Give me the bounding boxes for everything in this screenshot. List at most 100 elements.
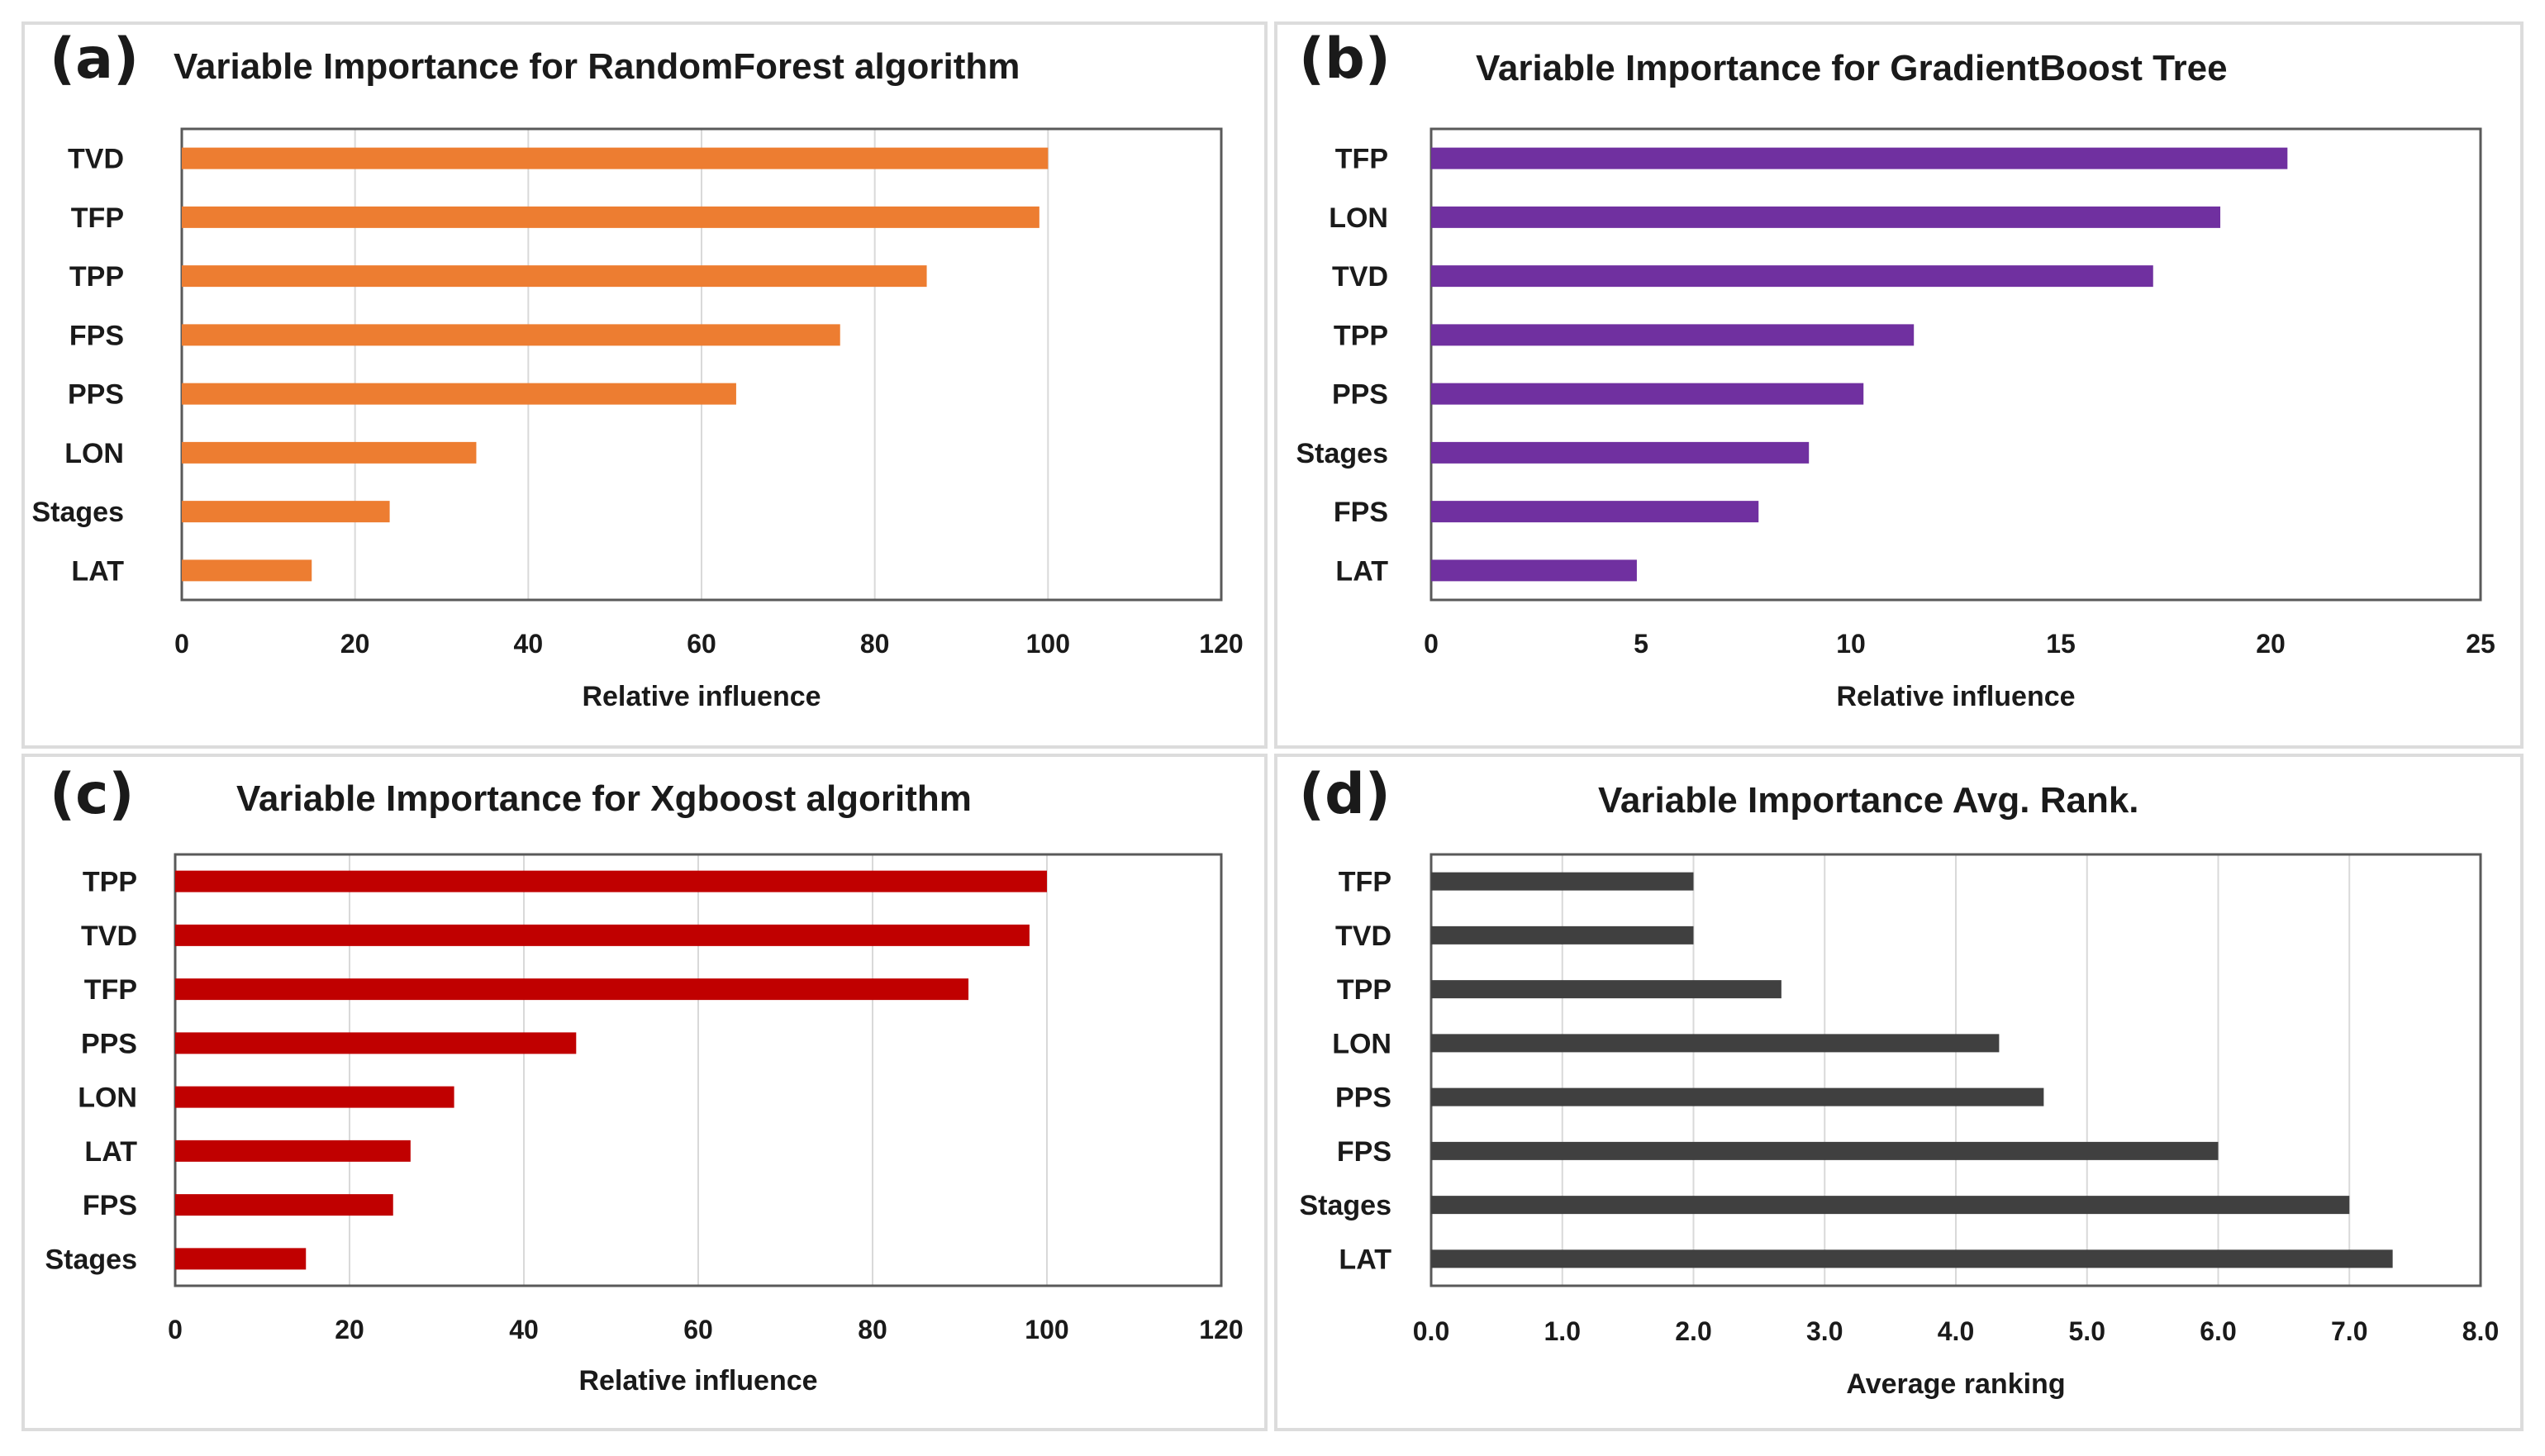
tick-label: 5 (1634, 629, 1648, 659)
bar (1431, 872, 1694, 891)
x-axis-label: Relative influence (578, 1365, 817, 1397)
category-label: TFP (1339, 867, 1391, 898)
category-label: TVD (81, 921, 137, 952)
plot-area (180, 127, 1223, 602)
chart-panel-a: (a) Variable Importance for RandomForest… (21, 21, 1268, 749)
category-label: LAT (1339, 1244, 1391, 1275)
tick-label: 80 (858, 1315, 887, 1344)
category-label: TVD (1332, 261, 1388, 293)
bar (1431, 1087, 2044, 1106)
bar (175, 1086, 454, 1108)
category-label: TPP (69, 261, 124, 293)
bar (175, 978, 969, 1001)
plot-area (1429, 127, 2482, 602)
bar (1431, 147, 2288, 169)
tick-label: 40 (514, 629, 544, 659)
category-label: LAT (71, 555, 124, 587)
tick-label: 5.0 (2069, 1316, 2105, 1346)
category-label: FPS (1337, 1136, 1391, 1168)
x-axis-label: Relative influence (582, 681, 821, 712)
bar (1431, 559, 1637, 582)
category-label: FPS (69, 320, 124, 351)
tick-label: 120 (1199, 1315, 1243, 1344)
category-label: TPP (1337, 974, 1391, 1006)
chart-title: Variable Importance Avg. Rank. (1598, 780, 2139, 821)
bar (175, 924, 1030, 946)
tick-label: 0.0 (1413, 1316, 1449, 1346)
chart-panel-c: (c) Variable Importance for Xgboost algo… (21, 754, 1268, 1431)
category-label: TVD (68, 144, 124, 175)
x-axis-label: Average ranking (1846, 1368, 2065, 1400)
bar (175, 1248, 307, 1270)
tick-label: 40 (509, 1315, 539, 1344)
bar (1431, 501, 1759, 523)
tick-label: 8.0 (2462, 1316, 2499, 1346)
tick-label: 0 (168, 1315, 183, 1344)
tick-label: 7.0 (2331, 1316, 2367, 1346)
tick-label: 100 (1025, 1315, 1068, 1344)
category-label: TPP (83, 867, 137, 898)
category-label: LAT (84, 1136, 137, 1168)
bar (1431, 1249, 2393, 1268)
category-label: FPS (1334, 497, 1388, 528)
tick-label: 4.0 (1938, 1316, 1974, 1346)
category-label: TFP (84, 974, 137, 1006)
panel-label: (a) (50, 26, 140, 92)
tick-label: 0 (1424, 629, 1439, 659)
bar (182, 147, 1049, 169)
bar (182, 206, 1039, 228)
category-label: Stages (32, 497, 125, 528)
category-label: Stages (45, 1244, 138, 1275)
bar (1431, 265, 2153, 288)
tick-label: 60 (687, 629, 716, 659)
plot-area (174, 853, 1223, 1287)
chart-panel-b: (b) Variable Importance for GradientBoos… (1274, 21, 2524, 749)
bar (182, 441, 477, 464)
panel-label: (d) (1299, 762, 1391, 827)
tick-label: 10 (1836, 629, 1866, 659)
category-label: Stages (1300, 1190, 1392, 1221)
bar (175, 1194, 393, 1216)
chart-title: Variable Importance for GradientBoost Tr… (1476, 48, 2228, 88)
bar (182, 324, 840, 346)
category-label: TFP (71, 202, 124, 234)
bar-chart-d: TFP TVD TPP LON PPS FPS Stages LAT 0.0 1.0 2.0 3.0 4… (1300, 853, 2499, 1400)
bar (182, 501, 390, 523)
bar (1431, 925, 1694, 944)
bar (1431, 441, 1810, 464)
bar (175, 1140, 411, 1162)
category-label: PPS (81, 1028, 137, 1059)
bar (182, 559, 312, 582)
tick-label: 120 (1199, 629, 1243, 659)
category-label: LON (64, 438, 124, 469)
tick-label: 3.0 (1806, 1316, 1843, 1346)
plot-area (1429, 853, 2482, 1287)
category-label: TVD (1335, 921, 1391, 952)
bar (1431, 383, 1864, 405)
tick-label: 2.0 (1675, 1316, 1711, 1346)
chart-title: Variable Importance for RandomForest alg… (174, 46, 1020, 87)
chart-panel-d: (d) Variable Importance Avg. Rank. TFP TV… (1274, 754, 2524, 1431)
category-label: TPP (1334, 320, 1388, 351)
tick-label: 20 (340, 629, 370, 659)
x-axis-label: Relative influence (1836, 681, 2075, 712)
tick-label: 20 (2256, 629, 2286, 659)
bar-chart-a: TVD TFP TPP FPS PPS LON Stages LAT 0 20 40 60 80 100 1… (32, 127, 1244, 712)
bar (175, 1032, 577, 1054)
bar-chart-b: TFP LON TVD TPP PPS Stages FPS LAT 0 5 10 15 20 25 Rel… (1296, 127, 2495, 712)
category-label: PPS (1335, 1082, 1391, 1114)
bar (1431, 980, 1782, 999)
bar-chart-c: TPP TVD TFP PPS LON LAT FPS Stages 0 20 40 60 80 100 1… (45, 853, 1244, 1397)
category-label: PPS (1332, 379, 1388, 411)
tick-label: 6.0 (2200, 1316, 2236, 1346)
panel-label: (b) (1299, 26, 1391, 92)
bar (1431, 1141, 2219, 1160)
category-label: TFP (1335, 144, 1388, 175)
panel-label: (c) (50, 762, 135, 827)
bar (182, 265, 927, 288)
bar (1431, 1034, 2000, 1053)
tick-label: 20 (335, 1315, 364, 1344)
category-label: FPS (83, 1190, 137, 1221)
category-label: Stages (1296, 438, 1389, 469)
category-label: PPS (68, 379, 124, 411)
